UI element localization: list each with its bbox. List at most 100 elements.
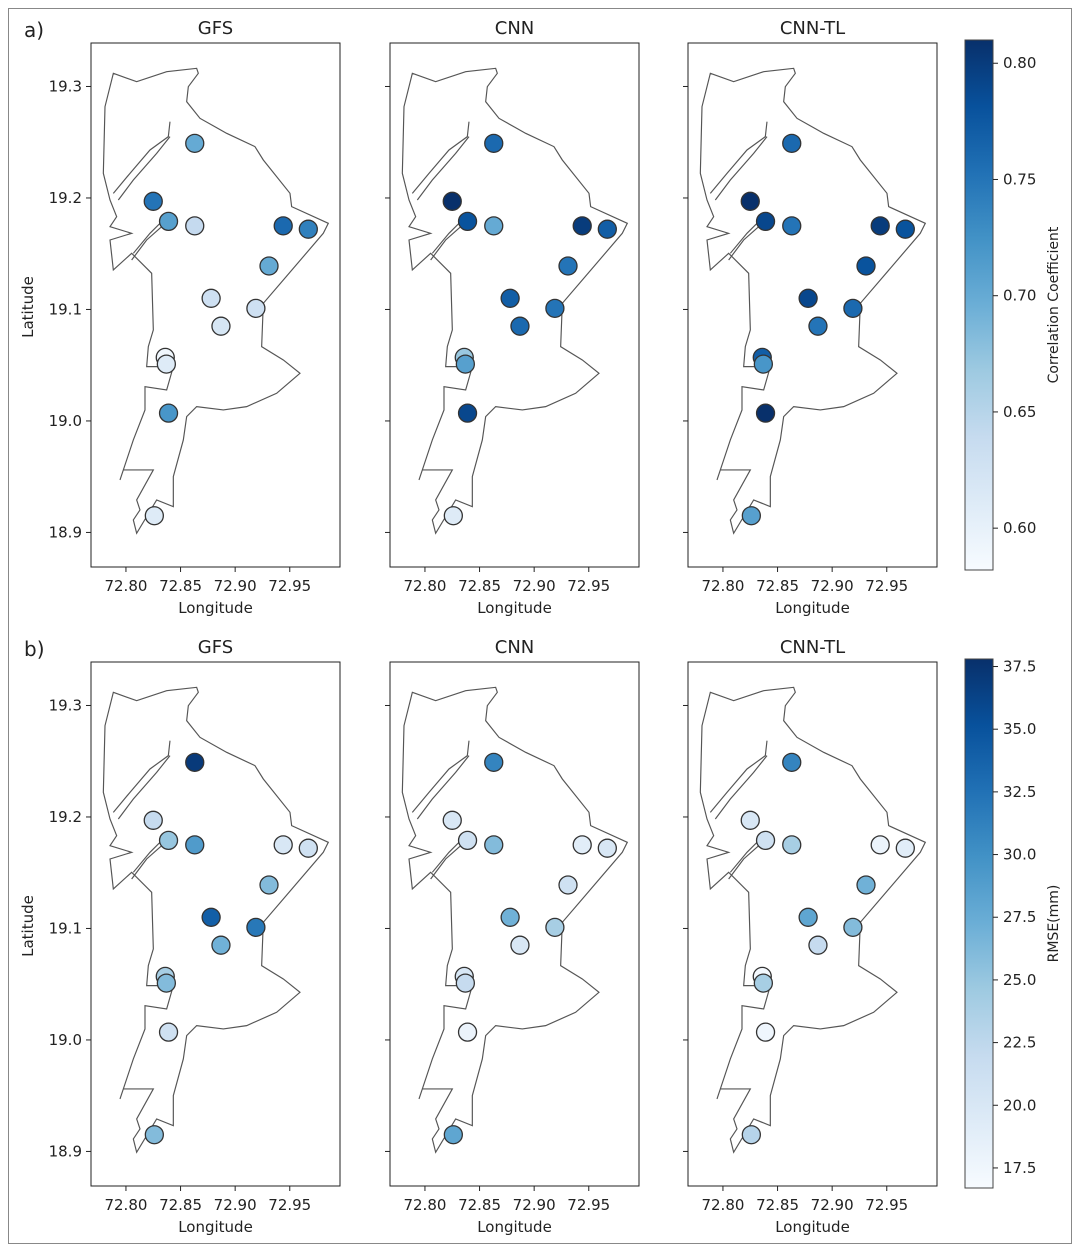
colorbar-tick-label: 0.65 [1003,403,1036,421]
figure-border [8,8,1072,1244]
station-point [895,838,915,858]
station-point [273,835,293,855]
station-point [158,403,179,423]
station-point [870,835,890,855]
station-point [185,133,205,153]
y-tick-label: 19.0 [49,1031,82,1049]
colorbar-tick-label: 0.75 [1003,170,1036,188]
x-tick-label: 72.80 [403,577,446,595]
x-tick-label: 72.95 [865,577,908,595]
map-panel-gfs: GFS 72.80 72.85 72.90 72.95 Longitude 18.9 19.0… [19,637,341,1236]
station-point [455,973,476,993]
x-tick-label: 72.90 [214,577,257,595]
station-point [158,1022,179,1042]
x-tick-label: 72.85 [458,1196,501,1214]
station-point [156,354,177,374]
station-point [484,835,504,855]
station-point [298,219,318,239]
station-point [545,917,565,937]
station-point [143,191,163,211]
station-point [782,133,802,153]
station-point [298,838,318,858]
y-tick-label: 18.9 [49,523,82,541]
station-point [457,1022,478,1042]
colorbar-gradient [964,658,994,1189]
station-point [185,752,205,772]
station-point [201,288,221,308]
station-point [755,211,776,232]
station-point [259,875,279,895]
station-point [455,354,476,374]
station-point [782,835,802,855]
station-point [755,830,776,851]
colorbar-tick-label: 22.5 [1003,1034,1036,1052]
colorbar-tick-label: 0.60 [1003,519,1036,537]
row-label: a) [24,18,44,42]
station-point [484,133,504,153]
station-point [246,917,266,937]
x-axis-label: Longitude [178,1218,253,1236]
y-tick-label: 19.0 [49,412,82,430]
x-tick-label: 72.85 [756,577,799,595]
x-tick-label: 72.95 [268,577,311,595]
y-tick-label: 19.3 [49,77,82,95]
station-point [572,216,592,236]
station-point [755,403,776,423]
station-point [457,830,478,851]
x-tick-label: 72.90 [513,1196,556,1214]
station-point [782,752,802,772]
station-point [158,830,179,851]
station-point [856,256,876,276]
station-point [895,219,915,239]
station-point [500,907,520,927]
x-tick-label: 72.85 [458,577,501,595]
colorbar-label: RMSE(mm) [1046,885,1062,963]
x-axis-label: Longitude [477,599,552,617]
map-panel-cnn: CNN 72.80 72.85 72.90 72.95 Longitude [385,18,640,617]
station-point [741,506,761,526]
station-point [246,298,266,318]
station-point [457,211,478,232]
panel-title: CNN [495,637,535,658]
colorbar-gradient [964,39,994,571]
station-point [158,211,179,232]
station-point [856,875,876,895]
colorbar-tick-label: 37.5 [1003,658,1036,676]
x-tick-label: 72.95 [268,1196,311,1214]
station-point [211,935,231,955]
station-point [144,506,164,526]
x-tick-label: 72.90 [811,1196,854,1214]
y-tick-label: 19.3 [49,696,82,714]
x-tick-label: 72.80 [104,577,147,595]
x-tick-label: 72.80 [701,1196,744,1214]
y-axis-label: Latitude [19,276,37,338]
y-axis-label: Latitude [19,895,37,957]
y-tick-label: 19.2 [49,189,82,207]
station-point [273,216,293,236]
x-axis-label: Longitude [775,1218,850,1236]
station-point [597,219,617,239]
station-point [442,191,462,211]
map-panel-cnn-tl: CNN-TL 72.80 72.85 72.90 72.95 Longitude [683,637,938,1236]
station-point [808,316,828,336]
station-point [545,298,565,318]
station-point [741,1125,761,1145]
x-tick-label: 72.90 [811,577,854,595]
station-point [156,973,177,993]
x-tick-label: 72.90 [214,1196,257,1214]
map-panel-gfs: GFS 72.80 72.85 72.90 72.95 Longitude 18.9 19.0… [19,18,341,617]
colorbar-label: Correlation Coefficient [1046,226,1062,383]
station-point [808,935,828,955]
station-point [457,403,478,423]
colorbar-tick-label: 0.70 [1003,287,1036,305]
panel-title: GFS [198,637,233,658]
x-axis-label: Longitude [775,599,850,617]
station-point [144,1125,164,1145]
axes-frame [90,42,341,568]
x-tick-label: 72.80 [701,577,744,595]
station-point [740,810,760,830]
colorbar: 17.5 20.0 22.5 25.0 27.5 30.0 32.5 35.0 37.5 RMSE… [964,658,1062,1189]
panel-title: CNN [495,18,535,39]
station-point [443,1125,463,1145]
station-point [843,917,863,937]
